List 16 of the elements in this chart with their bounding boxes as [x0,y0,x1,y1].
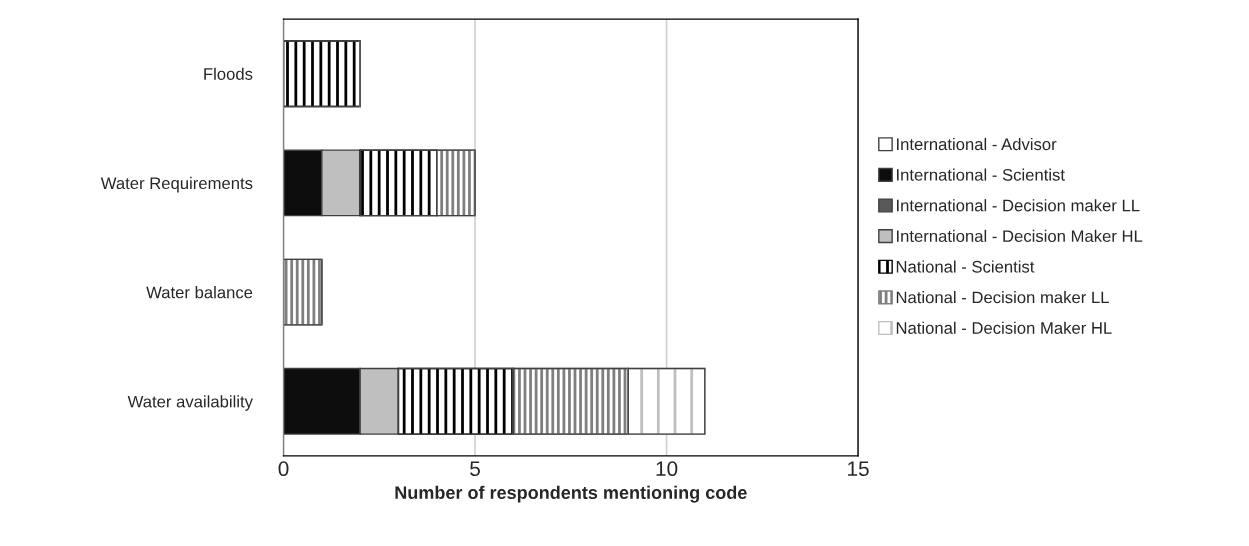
legend-label: National - Decision maker LL [896,291,1109,304]
y-tick-label: Water Requirements [100,176,253,193]
x-tick-label: 10 [656,461,678,477]
legend-label: International - Advisor [897,137,1057,151]
legend-label: National - Scientist [896,260,1035,273]
y-tick-label: Water availability [127,395,253,411]
y-tick-label: Floods [204,67,253,80]
y-tick-label: Water balance [146,286,253,299]
legend-label: International - Decision maker LL [897,199,1140,212]
legend-label: National - Decision Maker HL [896,321,1112,334]
x-tick-label: 0 [278,461,289,477]
legend-label: International - Scientist [897,168,1065,181]
x-axis-title: Number of respondents mentioning code [395,485,747,503]
x-tick-label: 15 [848,461,869,477]
x-tick-label: 5 [470,461,480,477]
legend-label: International - Decision Maker HL [897,229,1143,243]
